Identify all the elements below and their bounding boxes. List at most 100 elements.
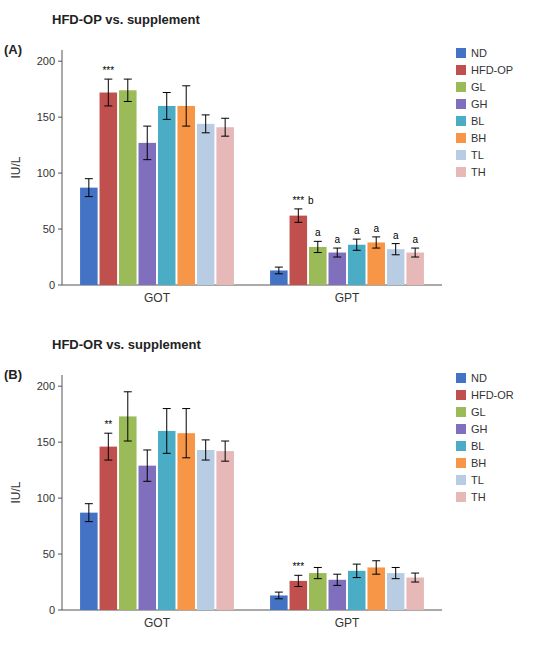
- error-bar-cap: [314, 252, 322, 253]
- error-bar-stem: [147, 450, 148, 481]
- legend-label: BH: [471, 457, 486, 469]
- error-bar-cap: [104, 460, 112, 461]
- error-bar: [202, 115, 210, 133]
- error-bar: [294, 209, 302, 222]
- error-bar-stem: [127, 79, 128, 101]
- error-bar: [163, 409, 171, 454]
- error-bar: [314, 241, 322, 252]
- y-tick: [58, 61, 62, 62]
- error-bar-cap: [333, 585, 341, 586]
- legend-label: GL: [471, 406, 486, 418]
- legend-label: ND: [471, 47, 487, 59]
- error-bar-stem: [415, 248, 416, 257]
- plot-area: [80, 392, 424, 610]
- error-bar-cap: [314, 567, 322, 568]
- y-tick: [58, 498, 62, 499]
- error-bar: [294, 575, 302, 586]
- error-bar-cap: [124, 79, 132, 80]
- bar: [216, 127, 234, 285]
- error-bar-cap: [294, 586, 302, 587]
- error-bar-stem: [127, 392, 128, 441]
- error-bar-stem: [88, 504, 89, 522]
- annotation: a: [315, 227, 321, 238]
- error-bar-cap: [275, 598, 283, 599]
- annotation: b: [308, 195, 314, 206]
- error-bar-stem: [395, 567, 396, 578]
- y-tick-label: 100: [37, 167, 55, 179]
- annotation: a: [412, 234, 418, 245]
- legend-swatch: [456, 65, 466, 75]
- error-bar-stem: [278, 267, 279, 274]
- y-tick-label: 200: [37, 55, 55, 67]
- error-bar-cap: [124, 101, 132, 102]
- x-tick-label: GPT: [335, 616, 360, 630]
- y-tick-label: 50: [43, 223, 55, 235]
- error-bar-stem: [376, 561, 377, 574]
- error-bar-cap: [353, 564, 361, 565]
- error-bar-stem: [166, 409, 167, 454]
- error-bar-cap: [411, 582, 419, 583]
- error-bar-stem: [186, 86, 187, 126]
- x-tick-label: GPT: [335, 291, 360, 305]
- legend-label: BH: [471, 132, 486, 144]
- error-bar-cap: [221, 136, 229, 137]
- error-bar-stem: [88, 179, 89, 197]
- error-bar-cap: [85, 521, 93, 522]
- error-bar-stem: [108, 433, 109, 460]
- y-axis-line: [62, 50, 63, 285]
- error-bar-cap: [353, 577, 361, 578]
- legend-label: TH: [471, 166, 486, 178]
- legend-swatch: [456, 373, 466, 383]
- error-bar-cap: [333, 574, 341, 575]
- error-bar-cap: [163, 453, 171, 454]
- error-bar-cap: [143, 449, 151, 450]
- error-bar-cap: [411, 257, 419, 258]
- error-bar-cap: [372, 560, 380, 561]
- y-axis-label: IU/L: [9, 481, 23, 503]
- error-bar-cap: [392, 254, 400, 255]
- error-bar-cap: [202, 114, 210, 115]
- legend-swatch: [456, 407, 466, 417]
- legend-swatch: [456, 475, 466, 485]
- error-bar-cap: [124, 391, 132, 392]
- error-bar-cap: [353, 250, 361, 251]
- annotation: ***: [102, 65, 114, 76]
- error-bar-cap: [372, 574, 380, 575]
- error-bar-cap: [143, 159, 151, 160]
- bar: [290, 216, 308, 285]
- bar: [406, 253, 424, 285]
- y-tick: [58, 117, 62, 118]
- y-tick-label: 0: [49, 604, 55, 616]
- error-bar-cap: [163, 119, 171, 120]
- legend-swatch: [456, 116, 466, 126]
- error-bar-stem: [298, 209, 299, 222]
- error-bar: [333, 574, 341, 585]
- error-bar-cap: [143, 481, 151, 482]
- legend-label: TL: [471, 149, 484, 161]
- error-bar-cap: [143, 126, 151, 127]
- error-bar-cap: [314, 578, 322, 579]
- error-bar-cap: [411, 573, 419, 574]
- error-bar-cap: [392, 578, 400, 579]
- error-bar-cap: [85, 178, 93, 179]
- y-tick: [58, 554, 62, 555]
- y-tick: [58, 442, 62, 443]
- error-bar-cap: [372, 248, 380, 249]
- bar: [80, 513, 98, 610]
- error-bar-cap: [221, 461, 229, 462]
- chart-canvas: HFD-OP vs. supplement(A)IU/L050100150200…: [0, 0, 537, 650]
- x-tick-label: GOT: [144, 291, 171, 305]
- bar: [309, 247, 327, 285]
- error-bar-stem: [186, 409, 187, 458]
- bar: [177, 106, 195, 285]
- error-bar: [104, 433, 112, 460]
- error-bar-cap: [221, 118, 229, 119]
- error-bar-cap: [104, 105, 112, 106]
- error-bar: [314, 567, 322, 578]
- error-bar: [104, 79, 112, 106]
- error-bar-cap: [182, 85, 190, 86]
- y-tick: [58, 610, 62, 611]
- error-bar: [143, 126, 151, 160]
- error-bar-stem: [278, 592, 279, 599]
- y-tick-label: 200: [37, 380, 55, 392]
